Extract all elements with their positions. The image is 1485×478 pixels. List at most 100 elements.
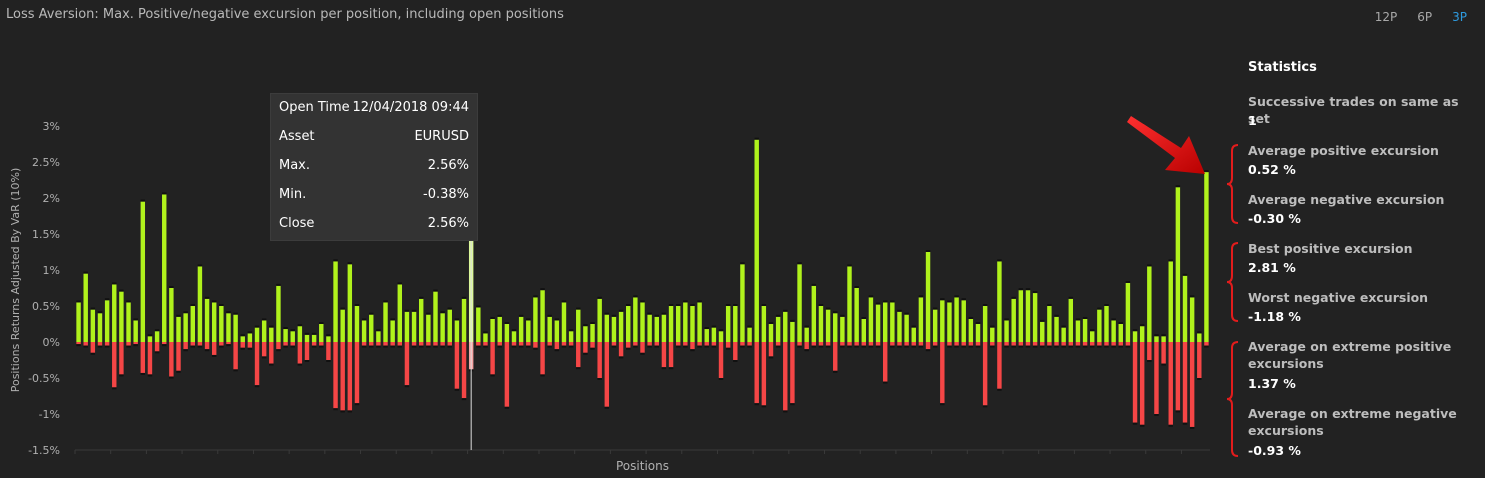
negative-bar[interactable] bbox=[797, 342, 802, 346]
positive-bar[interactable] bbox=[675, 306, 681, 342]
negative-bar[interactable] bbox=[369, 342, 374, 346]
negative-bar[interactable] bbox=[211, 342, 217, 355]
negative-bar[interactable] bbox=[354, 342, 360, 404]
negative-bar[interactable] bbox=[554, 342, 560, 350]
positive-bar[interactable] bbox=[447, 309, 452, 342]
negative-bar[interactable] bbox=[418, 342, 424, 346]
negative-bar[interactable] bbox=[740, 342, 745, 346]
negative-bar[interactable] bbox=[1161, 342, 1166, 364]
negative-bar[interactable] bbox=[533, 342, 538, 348]
negative-bar[interactable] bbox=[568, 342, 574, 346]
positive-bar[interactable] bbox=[383, 302, 388, 342]
positive-bar[interactable] bbox=[861, 318, 867, 342]
positive-bar[interactable] bbox=[76, 302, 81, 342]
negative-bar[interactable] bbox=[433, 342, 438, 346]
positive-bar[interactable] bbox=[718, 331, 724, 342]
negative-bar[interactable] bbox=[283, 342, 288, 346]
negative-bar[interactable] bbox=[311, 342, 317, 346]
negative-bar[interactable] bbox=[704, 342, 709, 346]
negative-bar[interactable] bbox=[411, 342, 417, 346]
negative-bar[interactable] bbox=[576, 342, 581, 368]
negative-bar[interactable] bbox=[126, 342, 131, 346]
tab-6p[interactable]: 6P bbox=[1417, 10, 1433, 24]
positive-bar[interactable] bbox=[497, 316, 502, 342]
positive-bar[interactable] bbox=[319, 324, 324, 342]
positive-bar[interactable] bbox=[340, 309, 345, 342]
positive-bar[interactable] bbox=[775, 316, 781, 342]
negative-bar[interactable] bbox=[1061, 342, 1066, 346]
positive-bar[interactable] bbox=[190, 306, 195, 342]
positive-bar[interactable] bbox=[797, 264, 802, 342]
positive-bar[interactable] bbox=[112, 284, 117, 342]
positive-bar[interactable] bbox=[397, 284, 403, 342]
negative-bar[interactable] bbox=[490, 342, 495, 375]
positive-bar[interactable] bbox=[1004, 320, 1009, 342]
negative-bar[interactable] bbox=[347, 342, 353, 411]
positive-bar[interactable] bbox=[1168, 261, 1173, 342]
positive-bar[interactable] bbox=[211, 302, 217, 342]
positive-bar[interactable] bbox=[219, 306, 224, 342]
negative-bar[interactable] bbox=[226, 342, 231, 345]
positive-bar[interactable] bbox=[1189, 297, 1195, 342]
positive-bar[interactable] bbox=[533, 297, 538, 342]
negative-bar[interactable] bbox=[326, 342, 331, 360]
positive-bar[interactable] bbox=[1047, 306, 1052, 342]
negative-bar[interactable] bbox=[1011, 342, 1016, 346]
positive-bar[interactable] bbox=[454, 320, 460, 342]
positive-bar[interactable] bbox=[197, 266, 203, 342]
negative-bar[interactable] bbox=[1204, 342, 1209, 346]
positive-bar[interactable] bbox=[133, 320, 138, 342]
negative-bar[interactable] bbox=[1154, 342, 1159, 414]
negative-bar[interactable] bbox=[661, 342, 667, 368]
negative-bar[interactable] bbox=[183, 342, 188, 350]
positive-bar[interactable] bbox=[925, 252, 931, 342]
positive-bar[interactable] bbox=[733, 306, 738, 342]
positive-bar[interactable] bbox=[968, 318, 974, 342]
negative-bar[interactable] bbox=[319, 342, 324, 346]
positive-bar[interactable] bbox=[1132, 331, 1138, 342]
positive-bar[interactable] bbox=[276, 285, 281, 342]
positive-bar[interactable] bbox=[290, 331, 295, 342]
positive-bar[interactable] bbox=[183, 313, 188, 342]
positive-bar[interactable] bbox=[1154, 336, 1159, 342]
negative-bar[interactable] bbox=[854, 342, 859, 346]
negative-bar[interactable] bbox=[775, 342, 781, 346]
negative-bar[interactable] bbox=[790, 342, 795, 404]
positive-bar[interactable] bbox=[583, 326, 588, 342]
negative-bar[interactable] bbox=[982, 342, 988, 406]
negative-bar[interactable] bbox=[590, 342, 595, 348]
negative-bar[interactable] bbox=[1139, 342, 1145, 425]
positive-bar[interactable] bbox=[326, 336, 331, 342]
positive-bar[interactable] bbox=[833, 313, 838, 342]
positive-bar[interactable] bbox=[561, 302, 567, 342]
negative-bar[interactable] bbox=[1175, 342, 1181, 411]
positive-bar[interactable] bbox=[162, 194, 167, 342]
negative-bar[interactable] bbox=[890, 342, 895, 346]
positive-bar[interactable] bbox=[90, 309, 96, 342]
positive-bar[interactable] bbox=[783, 311, 788, 342]
negative-bar[interactable] bbox=[511, 342, 517, 346]
negative-bar[interactable] bbox=[504, 342, 510, 407]
negative-bar[interactable] bbox=[426, 342, 431, 346]
positive-bar[interactable] bbox=[376, 331, 381, 342]
negative-bar[interactable] bbox=[1075, 342, 1081, 346]
positive-bar[interactable] bbox=[840, 316, 845, 342]
negative-bar[interactable] bbox=[561, 342, 567, 346]
negative-bar[interactable] bbox=[1182, 342, 1188, 423]
positive-bar[interactable] bbox=[690, 306, 695, 342]
positive-bar[interactable] bbox=[1025, 290, 1031, 342]
tab-3p[interactable]: 3P bbox=[1452, 10, 1467, 24]
positive-bar[interactable] bbox=[304, 334, 310, 342]
negative-bar[interactable] bbox=[119, 342, 124, 375]
negative-bar[interactable] bbox=[404, 342, 410, 386]
negative-bar[interactable] bbox=[583, 342, 588, 353]
positive-bar[interactable] bbox=[1175, 187, 1181, 342]
negative-bar[interactable] bbox=[968, 342, 974, 346]
negative-bar[interactable] bbox=[1104, 342, 1109, 346]
positive-bar[interactable] bbox=[626, 306, 631, 342]
positive-bar[interactable] bbox=[668, 306, 674, 342]
negative-bar[interactable] bbox=[1125, 342, 1131, 346]
positive-bar[interactable] bbox=[426, 314, 431, 342]
negative-bar[interactable] bbox=[383, 342, 388, 346]
positive-bar[interactable] bbox=[204, 298, 210, 342]
